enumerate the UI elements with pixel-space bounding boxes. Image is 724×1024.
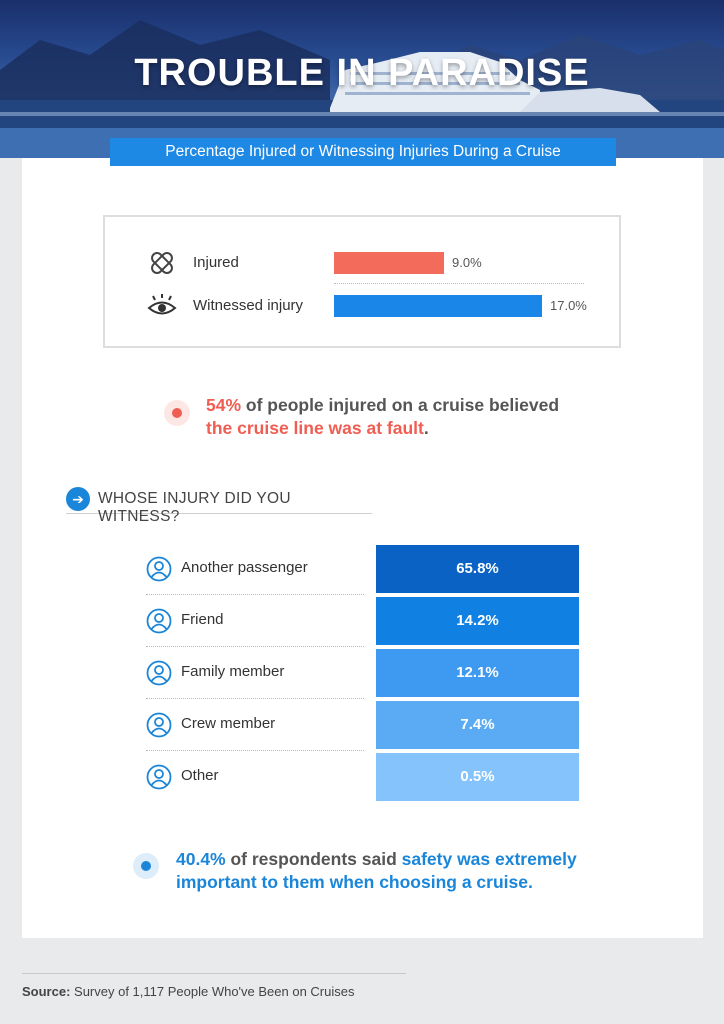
safety-line2: important to them when choosing a cruise… xyxy=(176,872,533,892)
arrow-right-icon: ➔ xyxy=(66,487,90,511)
fault-callout: 54% of people injured on a cruise believ… xyxy=(206,394,559,440)
table-row: Crew member 7.4% xyxy=(146,701,579,751)
row-label: Another passenger xyxy=(181,559,308,576)
row-value-cell: 14.2% xyxy=(376,597,579,645)
bar-row-injured: Injured 9.0% xyxy=(105,248,619,278)
source-text: Survey of 1,117 People Who've Been on Cr… xyxy=(70,984,355,999)
injury-bar-chart: Injured 9.0% Witnessed injury 17.0% xyxy=(103,215,621,348)
fault-highlight: the cruise line was at fault xyxy=(206,418,424,438)
bandage-icon xyxy=(151,252,173,274)
row-value-cell: 12.1% xyxy=(376,649,579,697)
red-dot-icon xyxy=(164,400,190,426)
bar-injured xyxy=(334,252,444,274)
row-label: Other xyxy=(181,767,219,784)
source-note: Source: Survey of 1,117 People Who've Be… xyxy=(22,984,354,999)
person-icon xyxy=(146,712,172,738)
table-row: Friend 14.2% xyxy=(146,597,579,647)
divider xyxy=(146,698,364,699)
safety-pct: 40.4% xyxy=(176,849,226,869)
eye-icon xyxy=(147,294,177,315)
table-row: Other 0.5% xyxy=(146,753,579,801)
table-row: Another passenger 65.8% xyxy=(146,545,579,595)
safety-callout: 40.4% of respondents said safety was ext… xyxy=(176,848,577,894)
blue-dot-icon xyxy=(133,853,159,879)
fault-text: of people injured on a cruise believed xyxy=(241,395,560,415)
bar-row-witnessed: Witnessed injury 17.0% xyxy=(105,291,619,321)
table-row: Family member 12.1% xyxy=(146,649,579,699)
row-label: Friend xyxy=(181,611,224,628)
bar-label: Witnessed injury xyxy=(193,297,304,314)
person-icon xyxy=(146,556,172,582)
row-label: Crew member xyxy=(181,715,276,732)
source-label: Source: xyxy=(22,984,71,999)
divider xyxy=(146,594,364,595)
bar-label: Injured xyxy=(193,254,239,271)
bar-value-label: 9.0% xyxy=(452,255,482,270)
person-icon xyxy=(146,608,172,634)
person-icon xyxy=(146,660,172,686)
safety-highlight: safety was extremely xyxy=(401,849,577,869)
divider xyxy=(22,973,406,974)
divider xyxy=(146,750,364,751)
page-title: TROUBLE IN PARADISE xyxy=(134,52,590,94)
bar-witnessed xyxy=(334,295,542,317)
fault-pct: 54% xyxy=(206,395,242,415)
row-value-cell: 0.5% xyxy=(376,753,579,801)
hero-banner: TROUBLE IN PARADISE xyxy=(0,0,724,158)
cruise-harbor-illustration xyxy=(0,20,724,158)
fault-end: . xyxy=(423,418,429,438)
chart-subtitle: Percentage Injured or Witnessing Injurie… xyxy=(110,138,616,166)
bar-value-label: 17.0% xyxy=(550,298,587,313)
row-value-cell: 65.8% xyxy=(376,545,579,593)
row-label: Family member xyxy=(181,663,285,680)
person-icon xyxy=(146,764,172,790)
row-value-cell: 7.4% xyxy=(376,701,579,749)
section-heading: ➔ WHOSE INJURY DID YOU WITNESS? xyxy=(66,487,372,525)
safety-text: of respondents said xyxy=(225,849,402,869)
section-title: WHOSE INJURY DID YOU WITNESS? xyxy=(98,490,291,525)
divider xyxy=(146,646,364,647)
divider xyxy=(334,283,584,284)
